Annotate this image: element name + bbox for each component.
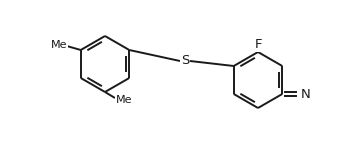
- Text: N: N: [300, 88, 310, 100]
- Text: Me: Me: [50, 40, 67, 50]
- Text: F: F: [254, 38, 262, 52]
- Text: S: S: [181, 55, 189, 67]
- Text: Me: Me: [116, 95, 132, 105]
